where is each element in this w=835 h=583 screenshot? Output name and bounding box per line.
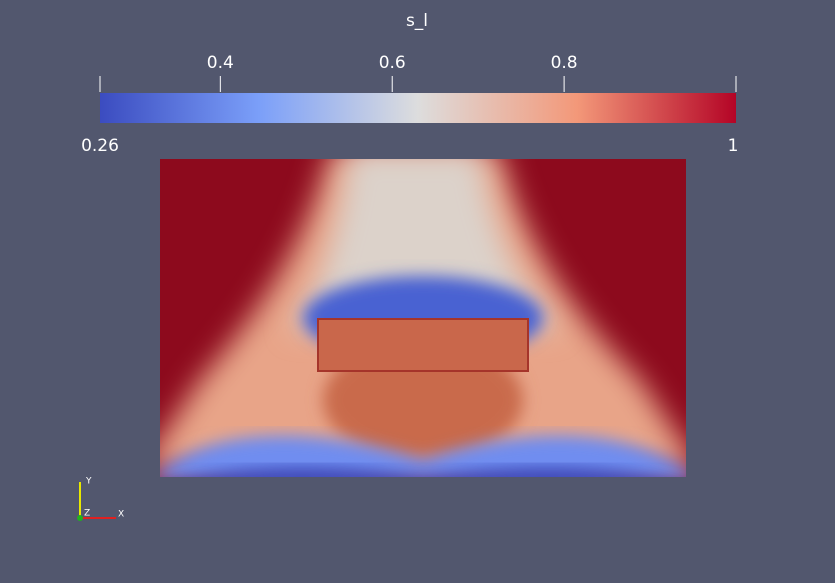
range-max-label: 1 [728, 136, 739, 156]
range-min-label: 0.26 [81, 136, 119, 156]
colorbar-ticks: 0.26 1 0.4 0.6 0.8 [81, 53, 738, 156]
tick-label: 0.4 [207, 53, 234, 73]
z-axis-label: Z [84, 509, 90, 519]
y-axis-label: Y [85, 477, 92, 487]
colorbar [100, 93, 736, 123]
field-plot [160, 159, 686, 477]
x-axis-label: X [118, 510, 124, 520]
z-axis-dot [77, 515, 83, 521]
tick-label: 0.8 [551, 53, 578, 73]
axes-triad: Y X Z [77, 477, 124, 521]
tick-label: 0.6 [379, 53, 406, 73]
colorbar-title: s_l [406, 11, 428, 31]
